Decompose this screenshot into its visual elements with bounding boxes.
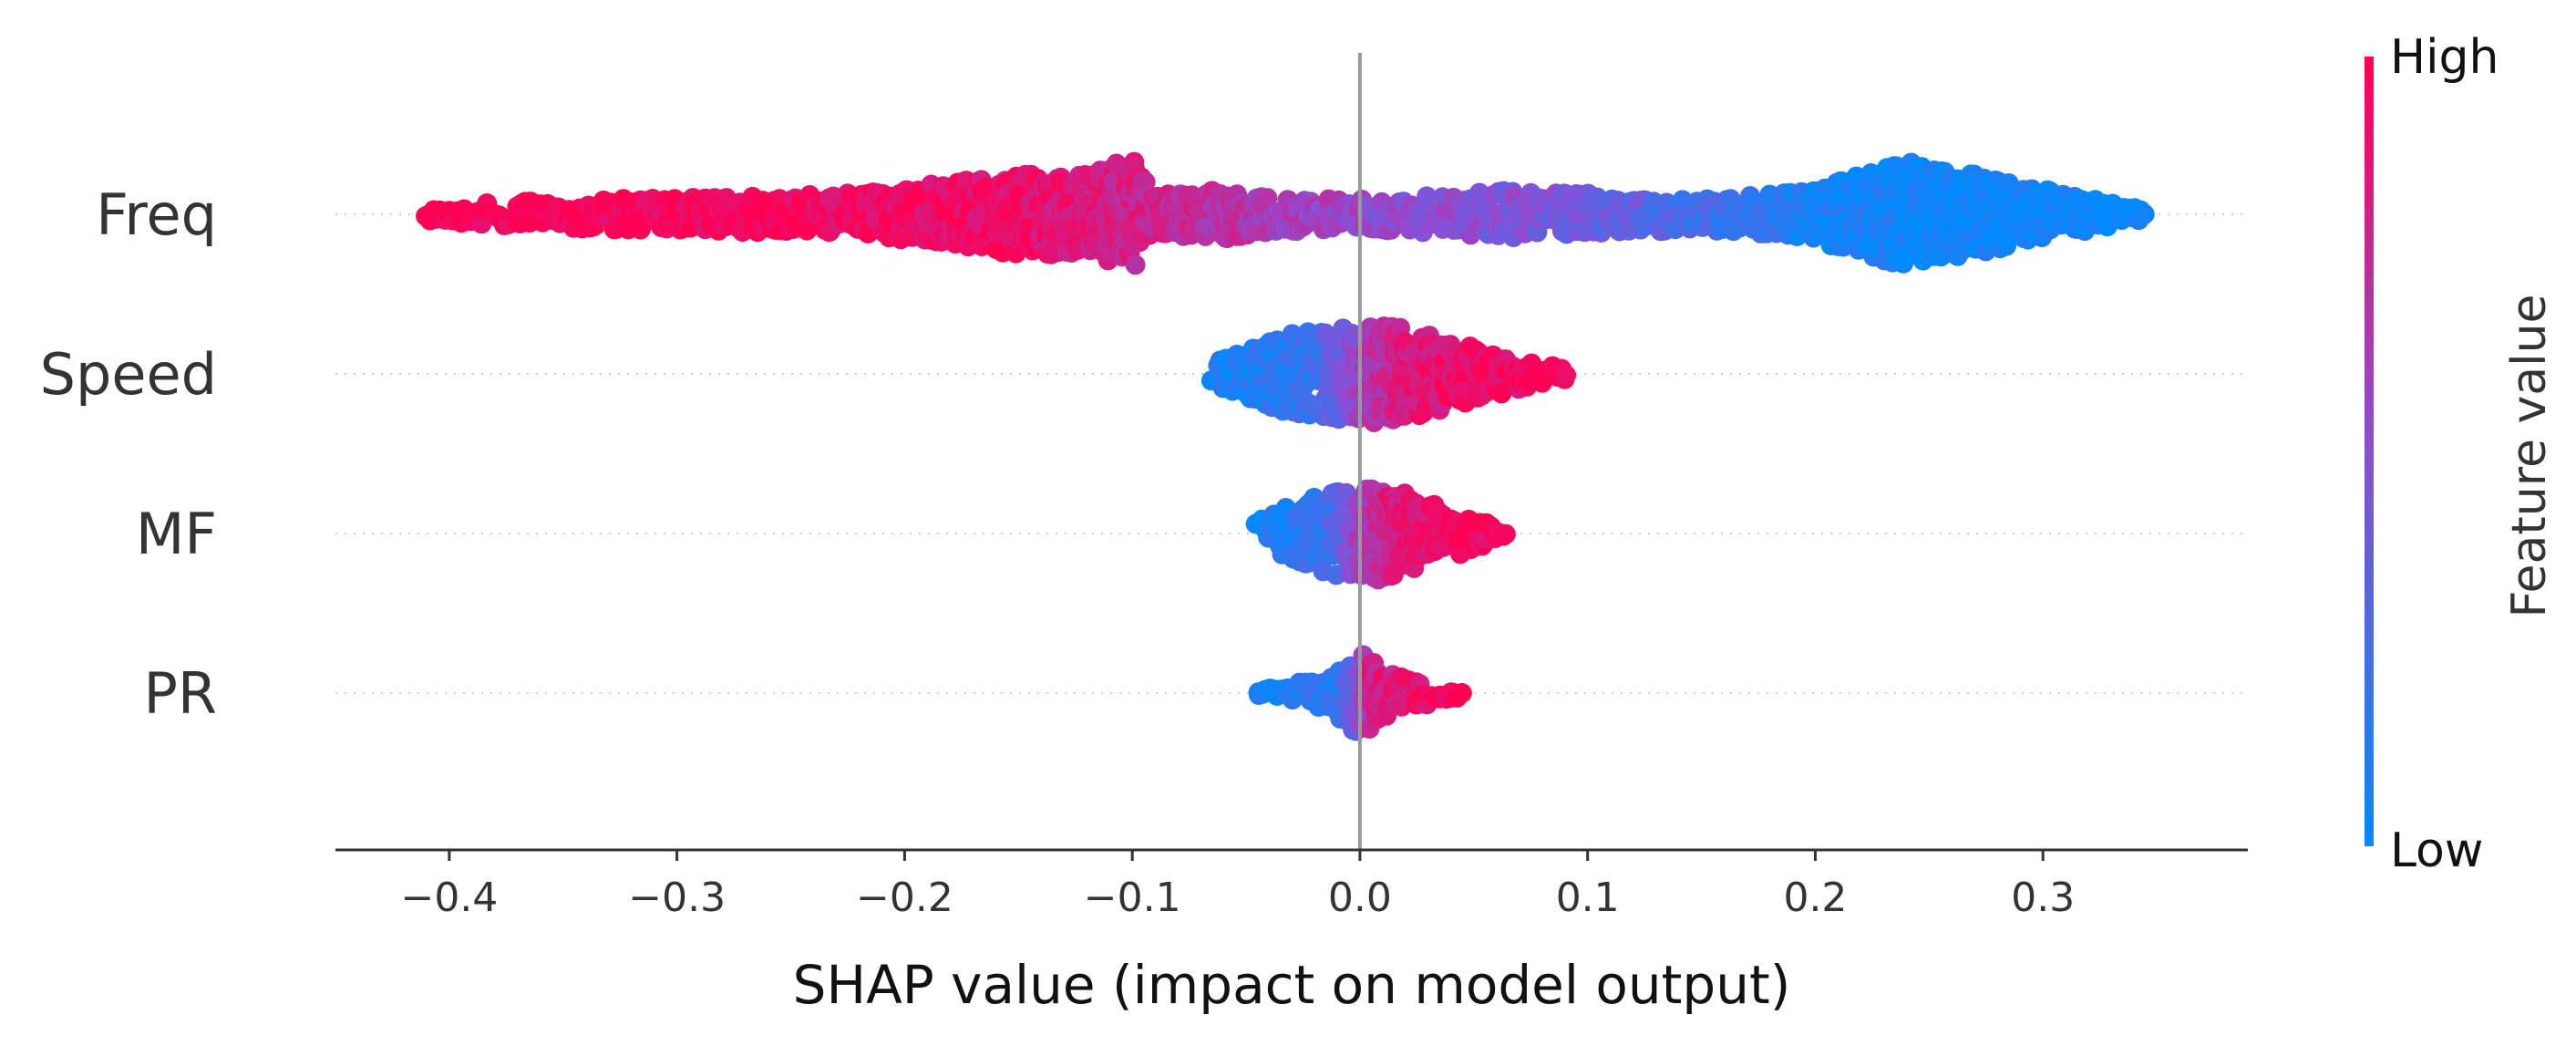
colorbar — [2365, 57, 2374, 846]
colorbar-low-label: Low — [2390, 823, 2483, 878]
shap-point-freq — [2134, 203, 2155, 224]
x-axis-title: SHAP value (impact on model output) — [793, 954, 1791, 1016]
feature-labels: Freq Speed MF PR — [40, 181, 217, 727]
feature-label-freq: Freq — [96, 181, 217, 248]
x-tick-label: 0.2 — [1783, 875, 1847, 921]
beeswarm-points — [416, 151, 2155, 741]
shap-point-speed — [1300, 394, 1321, 415]
x-tick-label: −0.1 — [1084, 875, 1181, 921]
shap-point-freq — [1125, 254, 1146, 275]
feature-label-mf: MF — [136, 501, 217, 567]
x-tick-label: 0.3 — [2011, 875, 2075, 921]
colorbar-title: Feature value — [2502, 294, 2557, 617]
x-tick-label: −0.2 — [856, 875, 953, 921]
shap-point-mf — [1319, 499, 1340, 520]
shap-point-speed — [1556, 365, 1577, 386]
shap-point-freq — [1257, 188, 1278, 209]
x-axis-ticks: −0.4 −0.3 −0.2 −0.1 0.0 0.1 0.2 0.3 — [400, 850, 2075, 921]
x-tick-label: 0.0 — [1328, 875, 1392, 921]
x-tick-label: 0.1 — [1556, 875, 1620, 921]
shap-point-pr — [1451, 683, 1472, 703]
feature-label-pr: PR — [144, 660, 217, 727]
x-tick-label: −0.4 — [400, 875, 498, 921]
x-tick-label: −0.3 — [628, 875, 726, 921]
feature-label-speed: Speed — [40, 341, 217, 408]
shap-point-mf — [1325, 564, 1346, 585]
shap-point-mf — [1495, 523, 1516, 544]
colorbar-high-label: High — [2390, 30, 2499, 85]
feature-gridlines — [335, 213, 2248, 694]
